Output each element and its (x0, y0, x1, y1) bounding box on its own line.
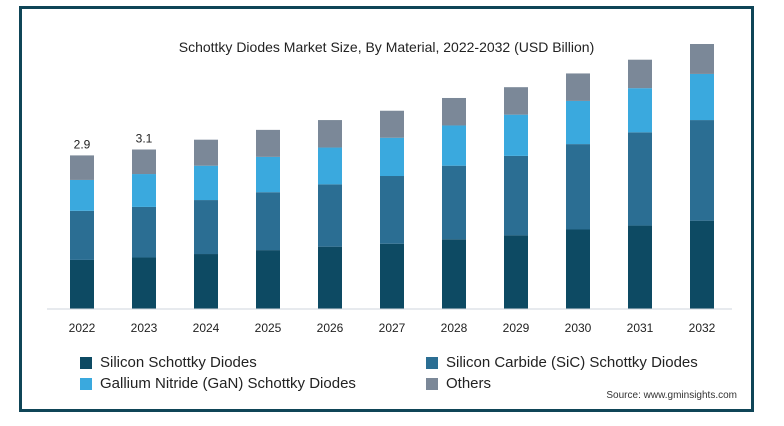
bar-2026-silicon-schottky-diodes (318, 246, 342, 309)
bar-2031-silicon-schottky-diodes (628, 225, 652, 309)
legend-swatch-silicon (80, 356, 92, 369)
bar-2023-gallium-nitride-gan-schottky-diodes (132, 174, 156, 207)
x-tick-label: 2031 (627, 321, 654, 335)
bar-2028-others (442, 97, 466, 126)
bar-2030-gallium-nitride-gan-schottky-diodes (566, 100, 590, 145)
x-tick-label: 2022 (69, 321, 96, 335)
bar-2022-silicon-schottky-diodes (70, 259, 94, 309)
legend-item-gan: Gallium Nitride (GaN) Schottky Diodes (80, 375, 356, 392)
x-tick-label: 2025 (255, 321, 282, 335)
x-tick-label: 2028 (441, 321, 468, 335)
bar-2029-silicon-schottky-diodes (504, 235, 528, 309)
data-label-2023: 3.1 (136, 132, 153, 146)
bar-2030-silicon-schottky-diodes (566, 229, 590, 309)
legend-label: Silicon Carbide (SiC) Schottky Diodes (446, 354, 698, 371)
bar-2032-others (690, 44, 714, 74)
bar-2026-silicon-carbide-sic-schottky-diodes (318, 184, 342, 247)
legend-item-silicon: Silicon Schottky Diodes (80, 354, 257, 371)
chart-title: Schottky Diodes Market Size, By Material… (178, 39, 595, 55)
bar-2032-silicon-carbide-sic-schottky-diodes (690, 120, 714, 221)
x-tick-label: 2029 (503, 321, 530, 335)
bar-2027-others (380, 110, 404, 138)
bar-2023-silicon-carbide-sic-schottky-diodes (132, 206, 156, 258)
bar-2024-silicon-carbide-sic-schottky-diodes (194, 200, 218, 255)
bar-2022-gallium-nitride-gan-schottky-diodes (70, 179, 94, 211)
bar-chart: 2022 2.9 2023 3.1 2024 2025 2026 2027 2028 2029 20… (47, 44, 732, 335)
x-tick-label: 2027 (379, 321, 406, 335)
bar-2031-others (628, 59, 652, 89)
x-tick-label: 2024 (193, 321, 220, 335)
bar-2028-silicon-carbide-sic-schottky-diodes (442, 165, 466, 240)
x-tick-label: 2023 (131, 321, 158, 335)
bar-2024-gallium-nitride-gan-schottky-diodes (194, 165, 218, 201)
bar-2025-gallium-nitride-gan-schottky-diodes (256, 156, 280, 193)
x-tick-label: 2032 (689, 321, 716, 335)
bar-2029-silicon-carbide-sic-schottky-diodes (504, 155, 528, 236)
bar-2025-others (256, 129, 280, 157)
bar-2029-gallium-nitride-gan-schottky-diodes (504, 114, 528, 156)
legend-label: Silicon Schottky Diodes (100, 354, 257, 371)
bar-2032-silicon-schottky-diodes (690, 220, 714, 309)
bar-2027-silicon-schottky-diodes (380, 243, 404, 309)
bar-2025-silicon-schottky-diodes (256, 250, 280, 309)
bar-2030-others (566, 73, 590, 101)
data-label-2022: 2.9 (74, 137, 91, 151)
bar-2025-silicon-carbide-sic-schottky-diodes (256, 192, 280, 251)
source-note: Source: www.gminsights.com (606, 390, 737, 401)
bar-2028-silicon-schottky-diodes (442, 239, 466, 309)
bar-2024-silicon-schottky-diodes (194, 254, 218, 309)
legend-item-sic: Silicon Carbide (SiC) Schottky Diodes (426, 354, 698, 371)
bar-2031-gallium-nitride-gan-schottky-diodes (628, 88, 652, 133)
legend-label: Gallium Nitride (GaN) Schottky Diodes (100, 375, 356, 392)
bar-2024-others (194, 139, 218, 166)
bar-2030-silicon-carbide-sic-schottky-diodes (566, 144, 590, 230)
bar-2032-gallium-nitride-gan-schottky-diodes (690, 73, 714, 121)
bar-2023-silicon-schottky-diodes (132, 257, 156, 309)
bar-2026-others (318, 120, 342, 148)
bar-2026-gallium-nitride-gan-schottky-diodes (318, 147, 342, 185)
bar-2023-others (132, 149, 156, 175)
legend-swatch-others (426, 377, 438, 390)
legend-swatch-gan (80, 377, 92, 390)
legend-item-others: Others (426, 375, 491, 392)
legend-swatch-sic (426, 356, 438, 369)
bar-2029-others (504, 87, 528, 115)
bar-2028-gallium-nitride-gan-schottky-diodes (442, 125, 466, 166)
chart-frame: Schottky Diodes Market Size, By Material… (19, 6, 754, 412)
bar-2022-others (70, 155, 94, 180)
bar-2027-silicon-carbide-sic-schottky-diodes (380, 176, 404, 244)
bar-2027-gallium-nitride-gan-schottky-diodes (380, 137, 404, 177)
legend-label: Others (446, 375, 492, 392)
x-tick-label: 2026 (317, 321, 344, 335)
bar-2031-silicon-carbide-sic-schottky-diodes (628, 132, 652, 226)
bar-2022-silicon-carbide-sic-schottky-diodes (70, 210, 94, 260)
x-tick-label: 2030 (565, 321, 592, 335)
